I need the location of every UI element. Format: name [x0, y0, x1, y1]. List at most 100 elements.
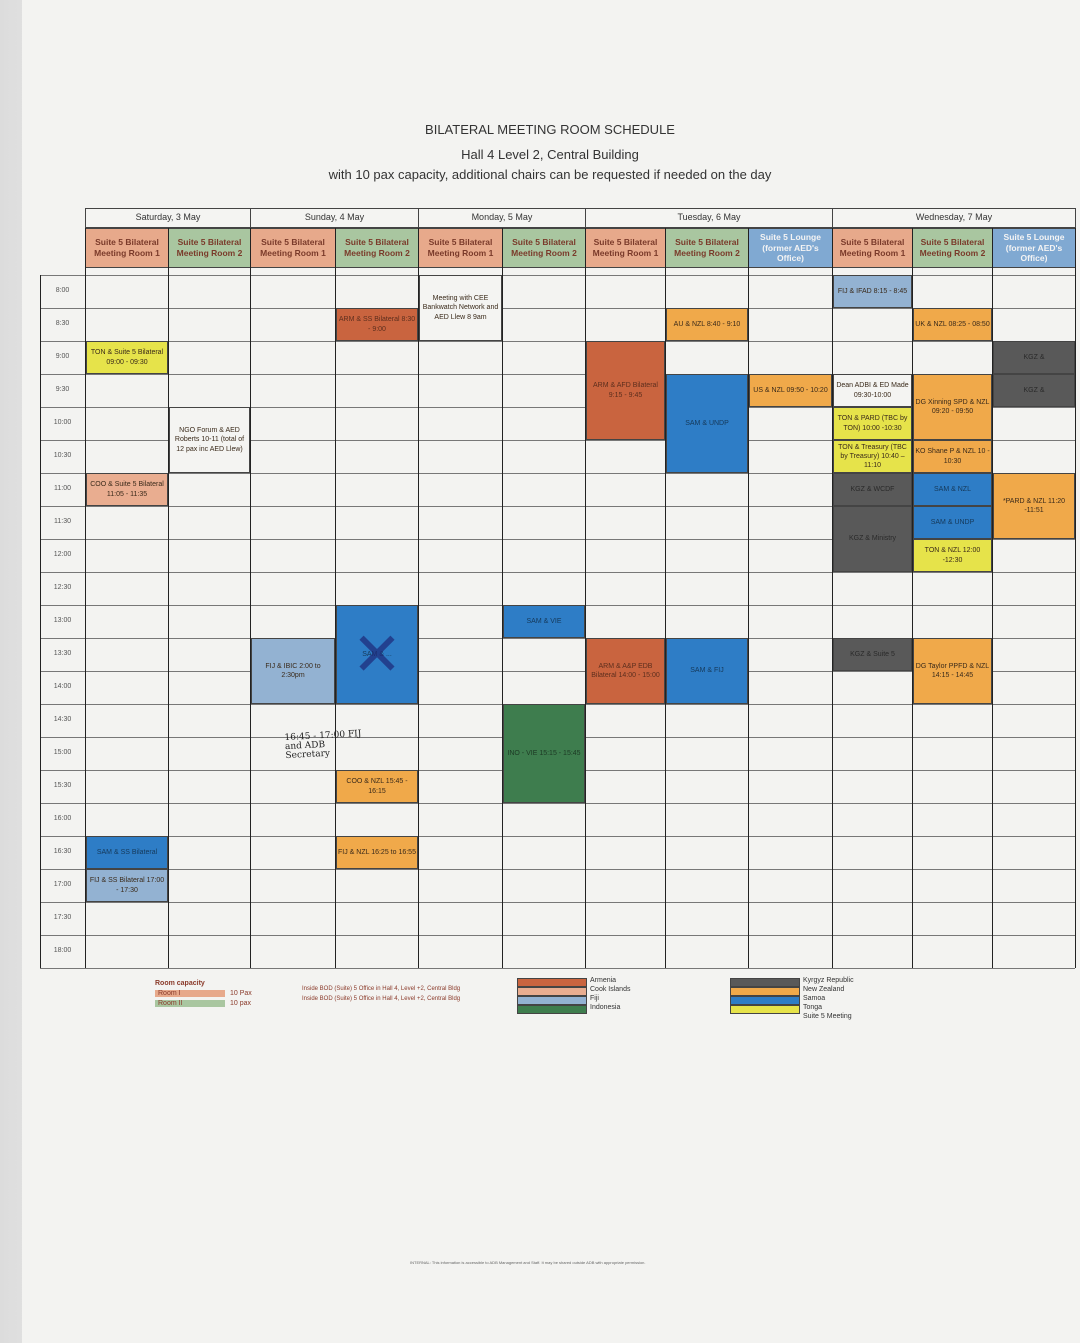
time-label: 18:00	[53, 947, 72, 954]
meeting-block: DG Taylor PPFD & NZL 14:15 - 14:45	[913, 638, 992, 704]
room2-location: Inside BOD (Suite) 5 Office in Hall 4, L…	[302, 996, 461, 1002]
room1-location: Inside BOD (Suite) 5 Office in Hall 4, L…	[302, 986, 461, 992]
meeting-block: AU & NZL 8:40 - 9:10	[666, 308, 748, 341]
meeting-block: UK & NZL 08:25 - 08:50	[913, 308, 992, 341]
column-divider	[585, 228, 586, 968]
row-divider	[40, 836, 1075, 837]
day-header: Tuesday, 6 May	[585, 208, 833, 228]
row-divider	[40, 440, 1075, 441]
meeting-block: US & NZL 09:50 - 10:20	[749, 374, 832, 407]
row-divider	[40, 638, 1075, 639]
legend-swatch	[517, 1005, 587, 1014]
column-divider	[168, 228, 169, 968]
row-divider	[40, 539, 1075, 540]
schedule-title: BILATERAL MEETING ROOM SCHEDULE	[425, 122, 675, 137]
legend-label: Indonesia	[590, 1004, 621, 1011]
schedule-subtitle: with 10 pax capacity, additional chairs …	[328, 167, 772, 182]
time-label: 14:30	[53, 716, 72, 723]
time-label: 16:00	[53, 815, 72, 822]
legend-label: Kyrgyz Republic	[803, 977, 854, 984]
meeting-block: SAM & FIJ	[666, 638, 748, 704]
column-divider	[832, 228, 833, 968]
row-divider	[40, 341, 1075, 342]
meeting-block: TON & Treasury (TBC by Treasury) 10:40 –…	[833, 440, 912, 473]
meeting-block: Meeting with CEE Bankwatch Network and A…	[419, 275, 502, 341]
row-divider	[40, 902, 1075, 903]
meeting-block: TON & PARD (TBC by TON) 10:00 -10:30	[833, 407, 912, 440]
column-divider	[665, 228, 666, 968]
meeting-block: SAM & UNDP	[666, 374, 748, 473]
column-divider	[418, 228, 419, 968]
capacity-title: Room capacity	[155, 980, 205, 987]
room-header: Suite 5 Bilateral Meeting Room 2	[912, 228, 993, 268]
column-divider	[85, 228, 86, 968]
legend-label: Samoa	[803, 995, 826, 1002]
row-divider	[40, 935, 1075, 936]
legend-swatch	[517, 996, 587, 1005]
room2-pax: 10 pax	[230, 1000, 252, 1007]
column-divider	[502, 228, 503, 968]
meeting-block: FIJ & NZL 16:25 to 16:55	[336, 836, 418, 869]
day-header: Wednesday, 7 May	[832, 208, 1076, 228]
time-label: 15:30	[53, 782, 72, 789]
column-divider	[40, 275, 41, 968]
meeting-block: FIJ & IBIC 2:00 to 2:30pm	[251, 638, 335, 704]
legend-label: New Zealand	[803, 986, 845, 993]
time-label: 16:30	[53, 848, 72, 855]
room-header: Suite 5 Lounge (former AED's Office)	[992, 228, 1076, 268]
column-divider	[335, 228, 336, 968]
meeting-block: SAM & UNDP	[913, 506, 992, 539]
schedule-location: Hall 4 Level 2, Central Building	[461, 147, 639, 162]
room-header: Suite 5 Bilateral Meeting Room 2	[335, 228, 419, 268]
time-label: 17:00	[53, 881, 72, 888]
legend-label: Cook Islands	[590, 986, 631, 993]
legend-label: Suite 5 Meeting	[803, 1013, 852, 1020]
time-label: 12:00	[53, 551, 72, 558]
row-divider	[40, 803, 1075, 804]
internal-notice: INTERNAL: This information is accessible…	[410, 1260, 646, 1265]
time-label: 8:00	[55, 287, 70, 294]
legend-label: Armenia	[590, 977, 617, 984]
room-header: Suite 5 Bilateral Meeting Room 1	[418, 228, 503, 268]
time-label: 11:30	[54, 518, 71, 525]
row-divider	[40, 671, 1075, 672]
room-header: Suite 5 Bilateral Meeting Room 2	[665, 228, 749, 268]
meeting-block: SAM & SS Bilateral	[86, 836, 168, 869]
handwritten-note: 16:45 - 17:00 FIJ and ADB Secretary	[284, 729, 362, 762]
meeting-block: ARM & SS Bilateral 8:30 - 9:00	[336, 308, 418, 341]
row-divider	[40, 968, 1075, 969]
time-label: 9:00	[55, 353, 70, 360]
meeting-block: INO - VIE 15:15 - 15:45	[503, 704, 585, 803]
time-label: 10:30	[53, 452, 72, 459]
room-header: Suite 5 Lounge (former AED's Office)	[748, 228, 833, 268]
legend-swatch	[730, 987, 800, 996]
time-label: 8:30	[55, 320, 70, 327]
time-label: 10:00	[53, 419, 72, 426]
time-label: 11:00	[54, 485, 71, 492]
room-header: Suite 5 Bilateral Meeting Room 2	[502, 228, 586, 268]
room1-pax: 10 Pax	[230, 990, 252, 997]
meeting-block: KGZ & WCDF	[833, 473, 912, 506]
legend-label: Tonga	[803, 1004, 823, 1011]
meeting-block: TON & NZL 12:00 -12:30	[913, 539, 992, 572]
meeting-block: COO & NZL 15:45 - 16:15	[336, 770, 418, 803]
time-label: 13:00	[53, 617, 72, 624]
room-header: Suite 5 Bilateral Meeting Room 1	[250, 228, 336, 268]
time-label: 9:30	[55, 386, 70, 393]
meeting-block: *PARD & NZL 11:20 -11:51	[993, 473, 1075, 539]
time-label: 13:30	[53, 650, 72, 657]
legend-label: Fiji	[590, 995, 599, 1002]
meeting-block: FIJ & SS Bilateral 17:00 - 17:30	[86, 869, 168, 902]
meeting-block: TON & Suite 5 Bilateral 09:00 - 09:30	[86, 341, 168, 374]
room-header: Suite 5 Bilateral Meeting Room 1	[85, 228, 169, 268]
room-header: Suite 5 Bilateral Meeting Room 1	[585, 228, 666, 268]
row-divider	[40, 506, 1075, 507]
row-divider	[40, 572, 1075, 573]
column-divider	[1075, 228, 1076, 968]
meeting-block: SAM & ... ✕	[336, 605, 418, 704]
meeting-block: DG Xinning SPD & NZL 09:20 - 09:50	[913, 374, 992, 440]
row-divider	[40, 869, 1075, 870]
cross-out-mark: ✕	[351, 619, 403, 690]
day-header: Sunday, 4 May	[250, 208, 419, 228]
meeting-block: KO Shane P & NZL 10 - 10:30	[913, 440, 992, 473]
